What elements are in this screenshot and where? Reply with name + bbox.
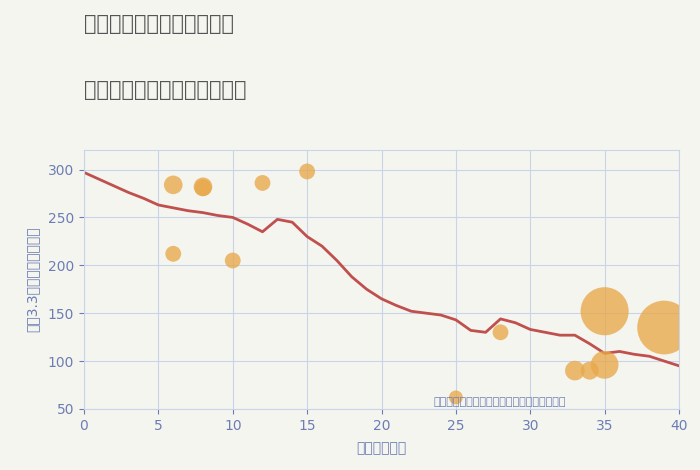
- Point: [168, 181, 179, 188]
- Text: 築年数別中古マンション価格: 築年数別中古マンション価格: [84, 80, 246, 100]
- Point: [599, 361, 610, 368]
- Y-axis label: 坪（3.3㎡）単価（万円）: 坪（3.3㎡）単価（万円）: [26, 227, 40, 332]
- X-axis label: 築年数（年）: 築年数（年）: [356, 441, 407, 455]
- Point: [599, 307, 610, 315]
- Text: 円の大きさは、取引のあった物件面積を示す: 円の大きさは、取引のあった物件面積を示す: [433, 397, 566, 407]
- Text: 神奈川県横浜市中区麦田町: 神奈川県横浜市中区麦田町: [84, 14, 234, 34]
- Point: [495, 329, 506, 336]
- Point: [569, 367, 580, 375]
- Point: [302, 168, 313, 175]
- Point: [227, 257, 238, 264]
- Point: [197, 184, 209, 191]
- Point: [450, 394, 461, 401]
- Point: [257, 179, 268, 187]
- Point: [584, 367, 595, 375]
- Point: [659, 324, 670, 331]
- Point: [197, 183, 209, 190]
- Point: [168, 250, 179, 258]
